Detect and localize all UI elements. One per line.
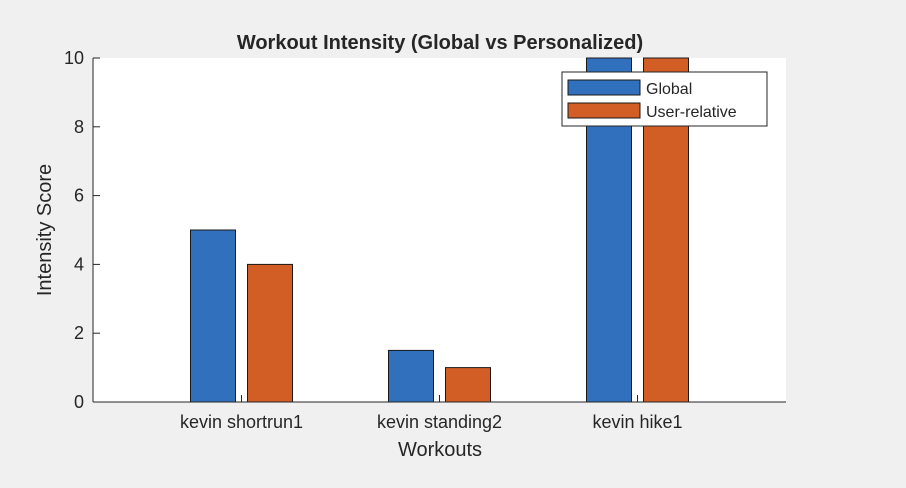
y-tick-label: 4 xyxy=(74,254,84,274)
bar-global-2 xyxy=(388,349,434,403)
bar-user-relative-1 xyxy=(247,263,293,403)
x-tick-label: kevin standing2 xyxy=(377,412,502,432)
axes-layer: kevin shortrun1 kevin standing2 kevin hike… xyxy=(64,48,786,432)
bar-user-relative-2 xyxy=(445,367,491,403)
bar-global-1 xyxy=(190,229,236,403)
legend: Global User-relative xyxy=(561,71,768,127)
y-tick-label: 10 xyxy=(64,48,84,68)
legend-label-global: Global xyxy=(646,81,692,98)
y-tick-label: 0 xyxy=(74,392,84,412)
x-tick-label: kevin hike1 xyxy=(592,412,682,432)
y-tick-label: 6 xyxy=(74,186,84,206)
x-tick-label: kevin shortrun1 xyxy=(180,412,303,432)
x-axis-label: Workouts xyxy=(398,439,482,461)
legend-swatch-user-relative xyxy=(567,102,641,119)
y-tick-label: 8 xyxy=(74,117,84,137)
y-axis-label: Intensity Score xyxy=(34,164,56,296)
legend-label-user-relative: User-relative xyxy=(646,104,737,121)
chart-title: Workout Intensity (Global vs Personalize… xyxy=(237,32,643,54)
y-tick-label: 2 xyxy=(74,323,84,343)
legend-swatch-global xyxy=(567,79,641,96)
